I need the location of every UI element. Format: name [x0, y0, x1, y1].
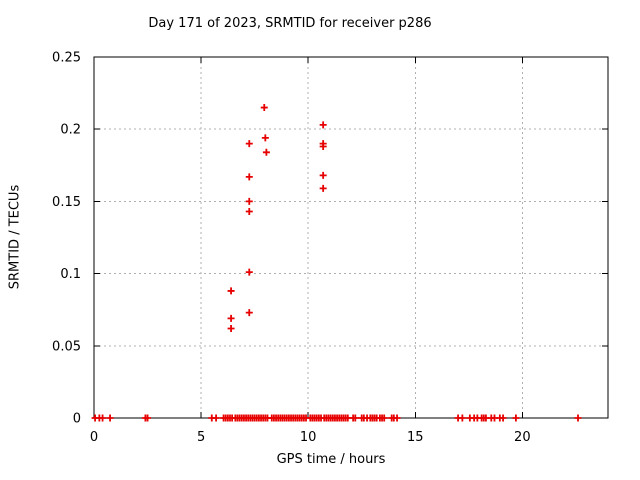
data-point-baseline — [512, 414, 520, 422]
y-tick-label: 0.25 — [52, 51, 81, 66]
data-point-marker — [245, 173, 253, 181]
data-point-marker — [245, 309, 253, 317]
data-point-baseline — [99, 414, 107, 422]
y-tick-label: 0.1 — [60, 267, 81, 282]
data-point-marker — [227, 314, 235, 322]
x-tick-label: 0 — [90, 430, 98, 445]
y-tick-label: 0.2 — [60, 123, 81, 138]
data-point-baseline — [106, 414, 114, 422]
data-point-baseline — [212, 414, 220, 422]
data-point-baseline — [380, 414, 388, 422]
data-point-marker — [245, 140, 253, 148]
x-axis-label: GPS time / hours — [276, 452, 386, 467]
data-point-baseline — [351, 414, 359, 422]
data-point-marker — [260, 104, 268, 112]
data-point-marker — [227, 324, 235, 332]
y-tick-label: 0 — [73, 412, 81, 427]
data-point-marker — [245, 197, 253, 205]
data-point-marker — [245, 268, 253, 276]
data-point-baseline — [574, 414, 582, 422]
data-point-baseline — [458, 414, 466, 422]
plot-border — [93, 56, 609, 419]
data-point-baseline — [393, 414, 401, 422]
x-tick-label: 15 — [407, 430, 424, 445]
data-point-marker — [319, 184, 327, 192]
data-point-baseline — [499, 414, 507, 422]
data-point-marker — [261, 134, 269, 142]
x-tick-label: 5 — [197, 430, 205, 445]
data-point-baseline — [144, 414, 152, 422]
data-point-marker — [319, 143, 327, 151]
y-tick-label: 0.15 — [52, 195, 81, 210]
data-point-marker — [245, 208, 253, 216]
data-point-marker — [262, 148, 270, 156]
chart-title: Day 171 of 2023, SRMTID for receiver p28… — [148, 16, 432, 31]
y-tick-label: 0.05 — [52, 339, 81, 354]
data-point-marker — [319, 121, 327, 129]
x-tick-label: 10 — [300, 430, 317, 445]
data-point-marker — [227, 287, 235, 295]
data-point-marker — [319, 171, 327, 179]
x-tick-label: 20 — [514, 430, 531, 445]
